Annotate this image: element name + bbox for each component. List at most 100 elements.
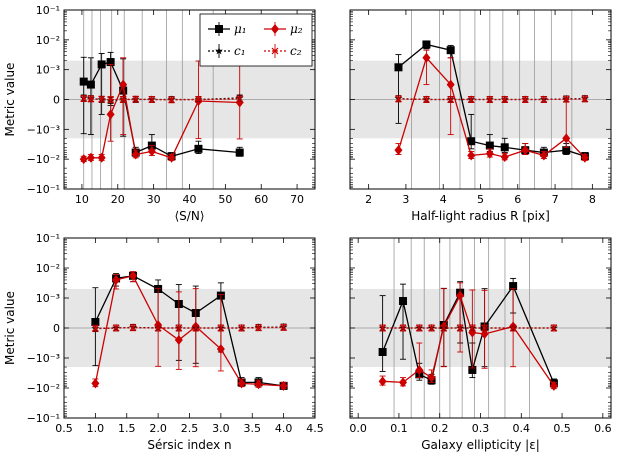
y-axis-label: Metric value [3,63,17,137]
marker-diamond [521,145,530,156]
marker-x [415,324,423,332]
marker-diamond [131,149,140,160]
marker-x [98,95,106,103]
marker-diamond [147,146,156,157]
marker-x [447,96,455,103]
marker-square [378,348,387,356]
series-line [83,97,240,101]
legend-label: c₂ [290,44,302,58]
marker-square [106,58,115,67]
marker-x [440,324,448,332]
marker-x [168,96,175,104]
xtick-label: 0.0 [349,422,367,435]
xtick-label: 60 [254,193,268,206]
plot-frame [349,9,612,190]
xtick-label: 3.5 [244,422,262,435]
xtick-label: 20 [111,193,125,206]
ytick-label: 10⁻³ [36,292,60,305]
series-line [398,98,585,101]
marker-diamond [422,52,431,63]
marker-diamond [549,380,558,391]
marker-x [280,323,288,331]
marker-x [486,96,494,103]
ytick-label: −10⁻³ [27,123,60,136]
marker-diamond [254,379,263,390]
marker-x [195,96,202,103]
xtick-label: 0.6 [594,422,612,435]
marker-x [540,96,548,103]
marker-square [468,365,477,374]
marker-x [379,324,387,332]
marker-x [148,96,156,103]
marker-diamond [539,150,548,161]
y-axis-label: Metric value [3,291,17,365]
ytick-label: 0 [53,94,60,107]
marker-diamond [279,380,288,391]
series-diamond [394,49,589,163]
marker-x [521,96,529,103]
ytick-label: −10⁻² [27,153,60,166]
panel-3: −10⁻¹ −10⁻² −10⁻³ 0 10⁻³ 10⁻² 10⁻¹ 0.5 1.0 1.5 2.0… [3,232,324,452]
xtick-label: 1.5 [118,422,136,435]
marker-square [79,77,88,86]
marker-square [485,141,494,150]
series-line [382,293,555,387]
marker-diamond [79,154,88,165]
xtick-label: 0.2 [431,422,449,435]
xtick-label: 40 [183,193,197,206]
plot-frame [349,237,612,419]
marker-square [86,80,95,89]
marker-x [80,95,88,103]
marker-diamond [271,24,279,34]
marker-diamond [446,79,455,90]
marker-x [91,324,99,332]
marker-square [394,63,403,72]
marker-square [467,137,476,146]
marker-x [107,96,115,103]
xtick-label: 0.5 [553,422,571,435]
marker-diamond [378,376,387,387]
xtick-label: 2.5 [181,422,199,435]
marker-x [255,324,262,332]
xtick-label: 6 [514,193,521,206]
marker-star [215,46,223,55]
series-x [395,95,589,103]
marker-diamond [562,133,571,144]
marker-diamond [456,290,465,301]
marker-x [456,324,464,332]
marker-square [509,282,518,291]
xtick-label: 3.0 [212,422,230,435]
marker-x [468,324,476,332]
marker-x [271,47,279,55]
series-line [397,56,586,159]
marker-square [500,143,509,152]
xtick-label: 1.0 [87,422,105,435]
xtick-label: 4.5 [306,422,324,435]
marker-diamond [467,150,476,161]
series-line [95,326,284,329]
marker-diamond [91,378,100,389]
marker-x [192,324,200,332]
series-diamond [91,270,288,391]
marker-diamond [167,152,176,163]
marker-x [509,324,517,332]
series-x [379,324,558,332]
xtick-label: 5 [477,193,484,206]
plot-frame [63,9,316,190]
marker-square [422,40,431,49]
xtick-label: 0.5 [55,422,73,435]
marker-diamond [485,148,494,159]
ytick-label: 10⁻¹ [36,4,60,17]
marker-square [97,60,106,69]
marker-diamond [500,152,509,163]
ytick-label: 10⁻² [36,262,60,275]
marker-x [175,324,183,332]
marker-x [399,324,407,332]
marker-x [154,324,162,332]
marker-diamond [97,152,106,163]
marker-x [581,95,589,103]
marker-x [395,95,402,103]
legend-label: μ₁ [234,22,247,36]
xtick-label: 8 [589,193,596,206]
xtick-label: 10 [75,193,89,206]
